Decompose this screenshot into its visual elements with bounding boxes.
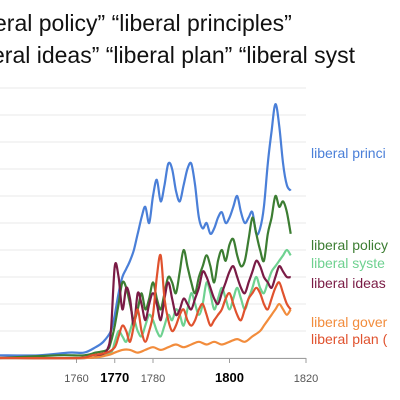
series-line	[0, 253, 292, 360]
series-line	[0, 259, 291, 360]
series-labels: liberal princi liberal policy liberal syst…	[311, 145, 388, 347]
series-label: liberal plan (	[311, 331, 388, 347]
series-line	[0, 194, 292, 360]
series-label: liberal gover	[311, 314, 388, 330]
series-label: liberal policy	[311, 237, 388, 253]
x-tick-label: 1800	[215, 370, 244, 385]
chart-title-line-2: eral ideas” “liberal plan” “liberal syst	[0, 42, 356, 68]
series-lines	[0, 103, 292, 360]
series-line	[0, 248, 292, 360]
x-tick-label: 1770	[100, 370, 129, 385]
series-label: liberal syste	[311, 255, 385, 271]
x-tick-label: 1780	[141, 373, 165, 385]
x-tick-label: 1820	[294, 373, 318, 385]
x-axis: 1760 1770 1780 1800 1820	[0, 358, 318, 385]
series-line	[0, 302, 292, 360]
chart-title-line-1: eral policy” “liberal principles”	[0, 10, 292, 36]
x-tick-label: 1760	[64, 373, 88, 385]
series-label: liberal princi	[311, 145, 386, 161]
series-label: liberal ideas	[311, 275, 386, 291]
